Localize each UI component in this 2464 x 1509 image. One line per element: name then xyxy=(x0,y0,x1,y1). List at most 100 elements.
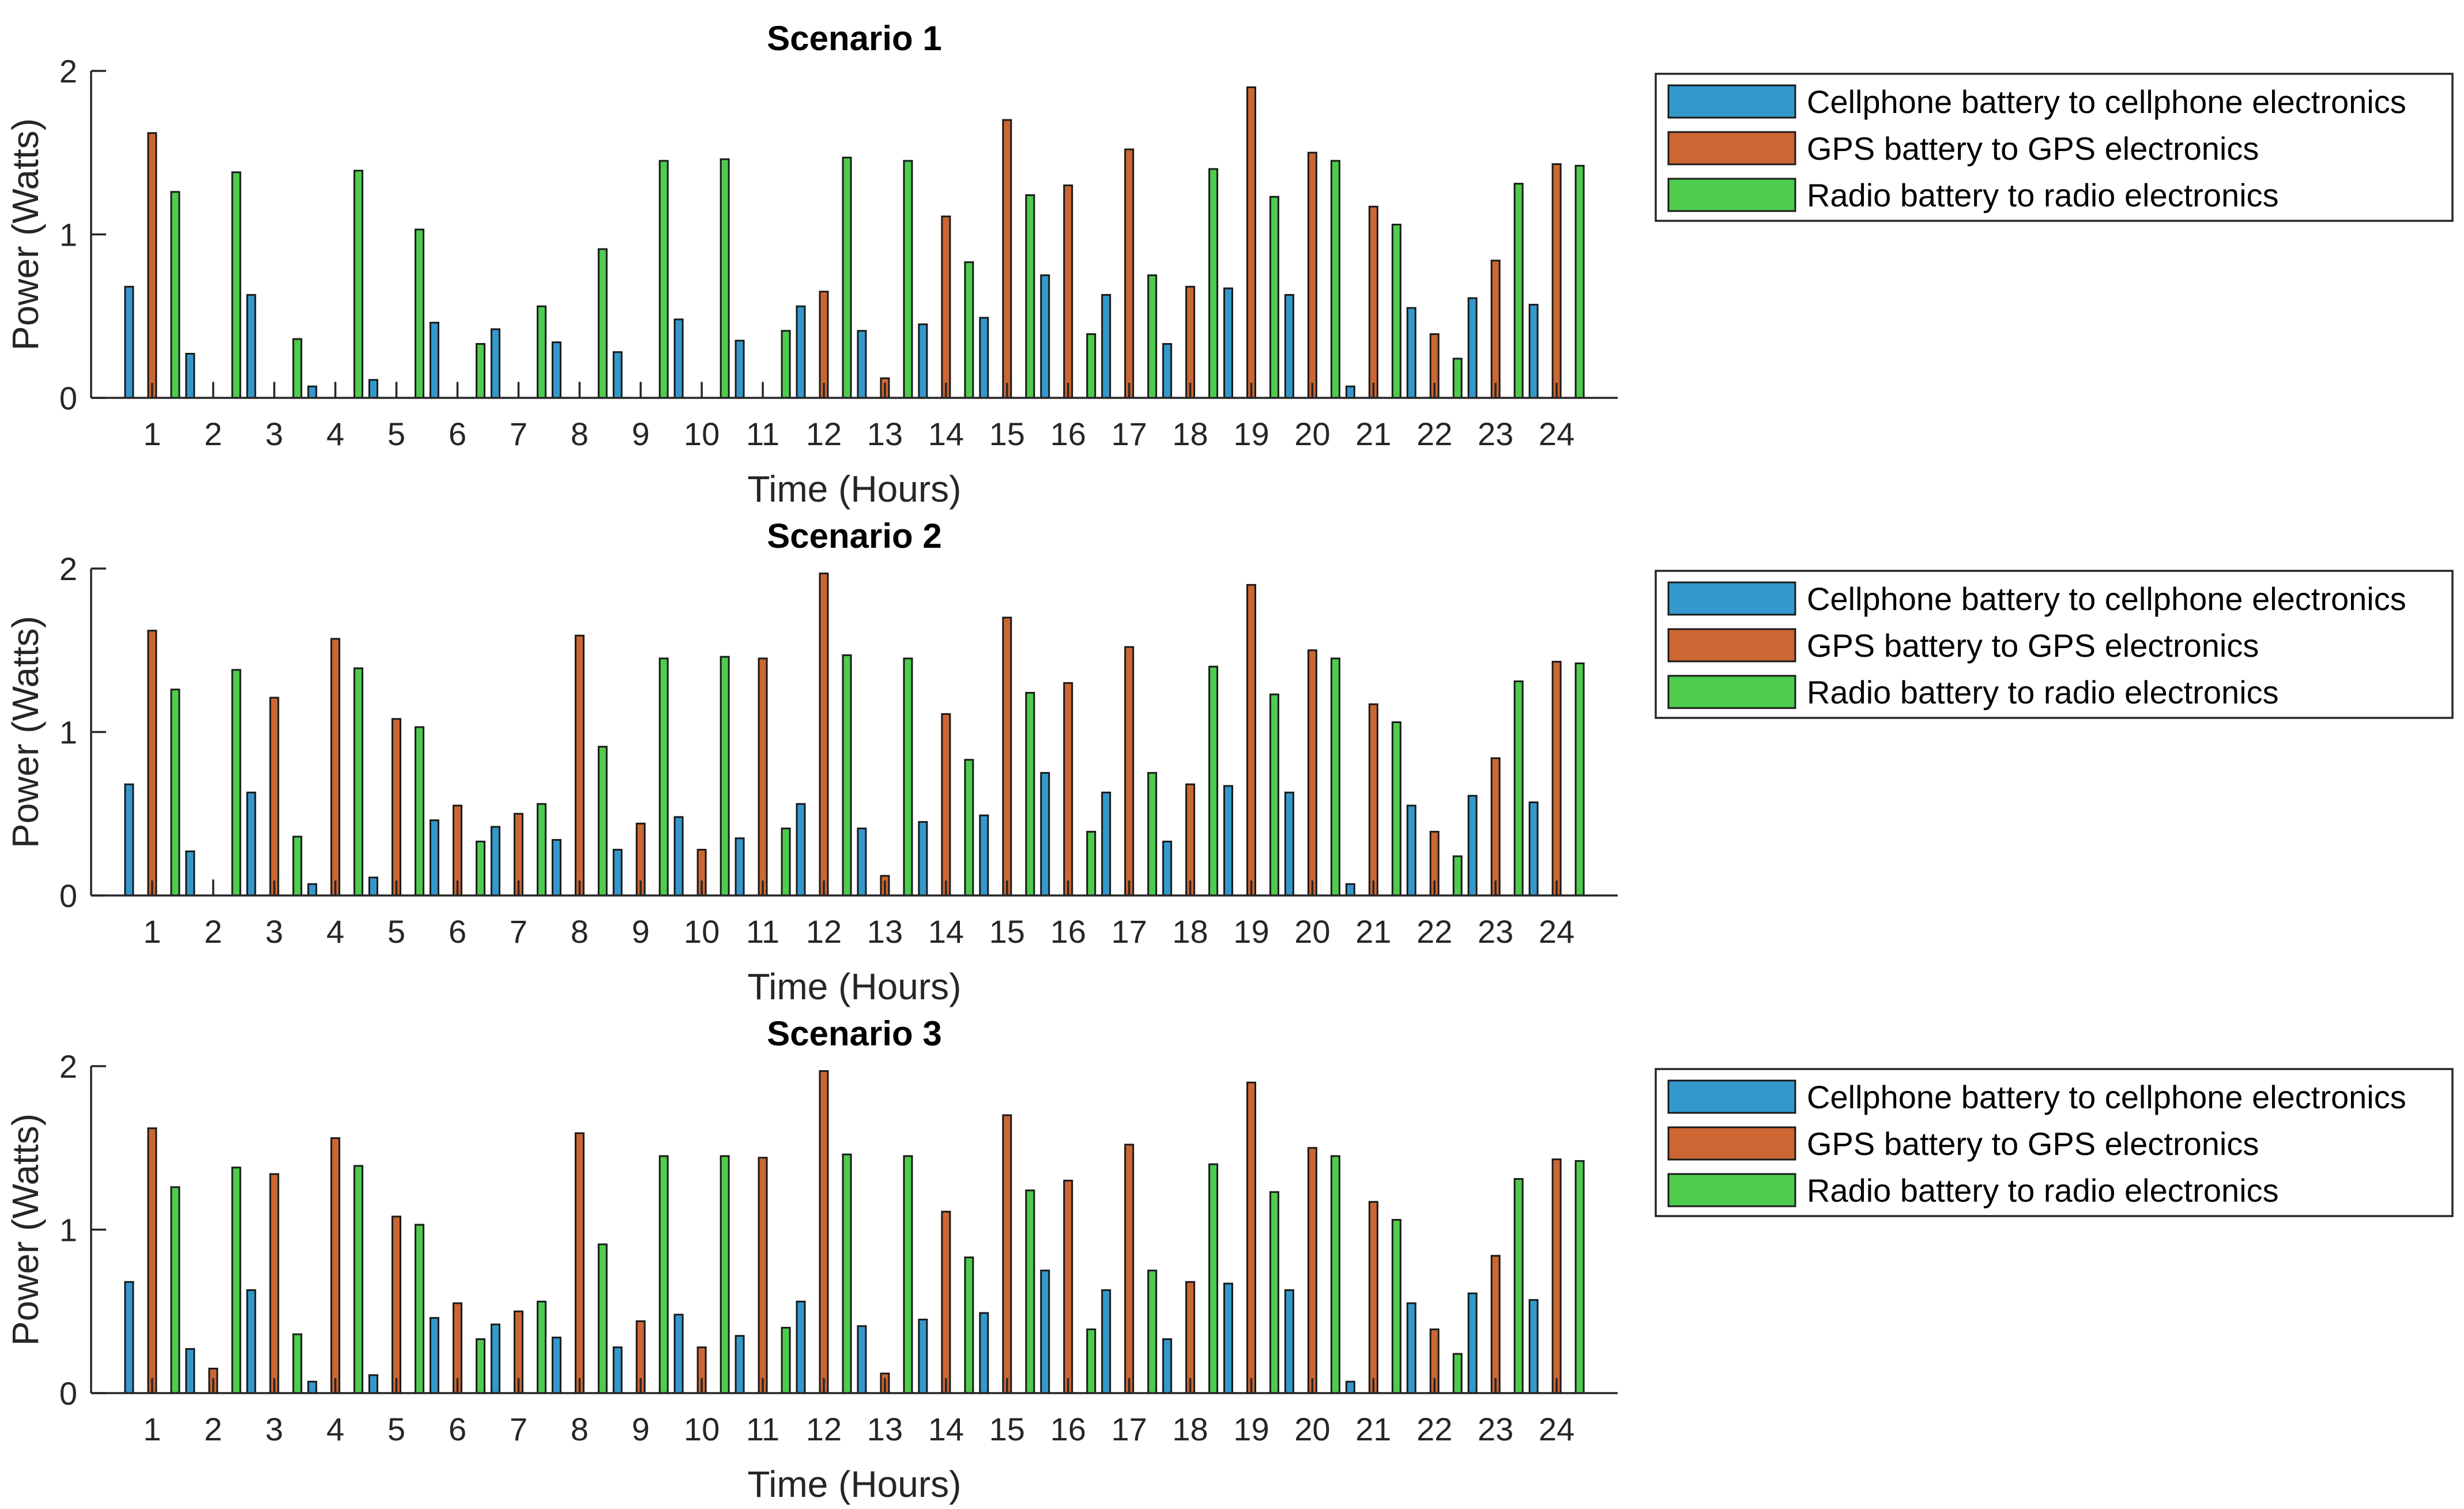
bar xyxy=(124,1281,134,1394)
bar xyxy=(941,713,951,897)
x-tick-label: 2 xyxy=(204,416,222,452)
x-tick-label: 19 xyxy=(1233,416,1269,452)
bar xyxy=(391,718,402,897)
bar xyxy=(719,158,730,399)
bar xyxy=(658,160,669,399)
x-tick-label: 23 xyxy=(1478,913,1513,950)
bar xyxy=(1101,1289,1112,1394)
bar xyxy=(1185,783,1196,897)
bar xyxy=(1490,1255,1501,1394)
bar xyxy=(1284,1289,1294,1394)
x-tick-label: 2 xyxy=(204,913,222,950)
bar xyxy=(1025,194,1035,399)
bar xyxy=(1345,385,1355,399)
bar xyxy=(1574,164,1585,399)
legend-label: Radio battery to radio electronics xyxy=(1807,177,2279,213)
x-axis-label: Time (Hours) xyxy=(748,468,962,510)
x-tick-label: 21 xyxy=(1355,1411,1391,1447)
legend-label: Cellphone battery to cellphone electroni… xyxy=(1807,1079,2406,1115)
bar xyxy=(1147,274,1158,399)
bar xyxy=(429,1317,440,1394)
x-tick-label: 16 xyxy=(1050,1411,1086,1447)
bar xyxy=(1223,287,1233,399)
x-tick-label: 21 xyxy=(1355,913,1391,950)
legend-label: GPS battery to GPS electronics xyxy=(1807,1126,2259,1162)
chart-title: Scenario 2 xyxy=(767,517,942,555)
bar xyxy=(368,1374,379,1394)
bar xyxy=(1490,259,1501,399)
bar xyxy=(1002,119,1012,399)
x-tick-label: 24 xyxy=(1539,416,1574,452)
bar xyxy=(1162,343,1173,399)
bar xyxy=(185,352,195,399)
bar xyxy=(1246,1081,1256,1394)
bar xyxy=(536,1300,547,1394)
legend-swatch xyxy=(1667,1173,1796,1207)
bar xyxy=(1086,830,1097,897)
x-tick-label: 22 xyxy=(1416,913,1452,950)
bar xyxy=(1208,168,1219,399)
x-tick-label: 20 xyxy=(1294,1411,1330,1447)
bar xyxy=(1223,1282,1233,1394)
bar xyxy=(1406,307,1416,399)
bar xyxy=(1246,584,1256,897)
x-tick-label: 22 xyxy=(1416,416,1452,452)
chart-title: Scenario 1 xyxy=(767,19,942,58)
bar xyxy=(979,814,989,897)
bar xyxy=(1147,1269,1158,1394)
bar xyxy=(1101,293,1112,399)
x-tick-label: 10 xyxy=(684,1411,719,1447)
x-tick-label: 16 xyxy=(1050,913,1086,950)
bar xyxy=(1086,1328,1097,1394)
x-tick-label: 14 xyxy=(928,913,964,950)
legend-label: GPS battery to GPS electronics xyxy=(1807,130,2259,167)
bar xyxy=(490,1323,500,1394)
bar xyxy=(185,850,195,897)
bar xyxy=(246,791,257,897)
x-tick-label: 11 xyxy=(746,1411,779,1447)
bar xyxy=(1345,1380,1355,1394)
bar xyxy=(574,634,585,897)
y-tick-label: 2 xyxy=(59,53,77,89)
bar xyxy=(1101,791,1112,897)
x-tick-label: 23 xyxy=(1478,416,1513,452)
bar xyxy=(1063,184,1073,399)
x-tick-label: 24 xyxy=(1539,1411,1574,1447)
bar xyxy=(1086,333,1097,399)
x-tick-label: 3 xyxy=(265,1411,283,1447)
x-axis-label: Time (Hours) xyxy=(748,1463,962,1505)
x-tick-label: 12 xyxy=(806,416,842,452)
bar xyxy=(1208,1163,1219,1394)
bar xyxy=(330,638,341,897)
x-tick-label: 6 xyxy=(449,913,466,950)
y-axis-label: Power (Watts) xyxy=(5,118,46,351)
y-tick-label: 0 xyxy=(59,878,77,914)
bar xyxy=(292,1333,303,1394)
bar xyxy=(612,849,623,897)
bar xyxy=(1467,297,1478,399)
bar xyxy=(612,1346,623,1394)
bar xyxy=(1147,772,1158,897)
x-tick-label: 6 xyxy=(449,416,466,452)
x-tick-label: 3 xyxy=(265,913,283,950)
bar xyxy=(269,697,280,897)
y-tick-label: 0 xyxy=(59,380,77,416)
bar xyxy=(903,1155,913,1394)
x-tick-label: 17 xyxy=(1111,1411,1147,1447)
bar xyxy=(1574,662,1585,897)
bar xyxy=(1124,646,1135,897)
x-tick-label: 17 xyxy=(1111,416,1147,452)
x-tick-label: 18 xyxy=(1172,416,1208,452)
x-tick-label: 11 xyxy=(746,416,779,452)
bar xyxy=(1452,1353,1463,1394)
bar xyxy=(368,379,379,399)
bar xyxy=(1551,1158,1562,1394)
bar xyxy=(1551,661,1562,897)
y-axis-label: Power (Watts) xyxy=(5,1113,46,1346)
bar xyxy=(1307,649,1317,897)
x-tick-label: 10 xyxy=(684,416,719,452)
bar xyxy=(941,215,951,399)
bar xyxy=(1406,1302,1416,1394)
